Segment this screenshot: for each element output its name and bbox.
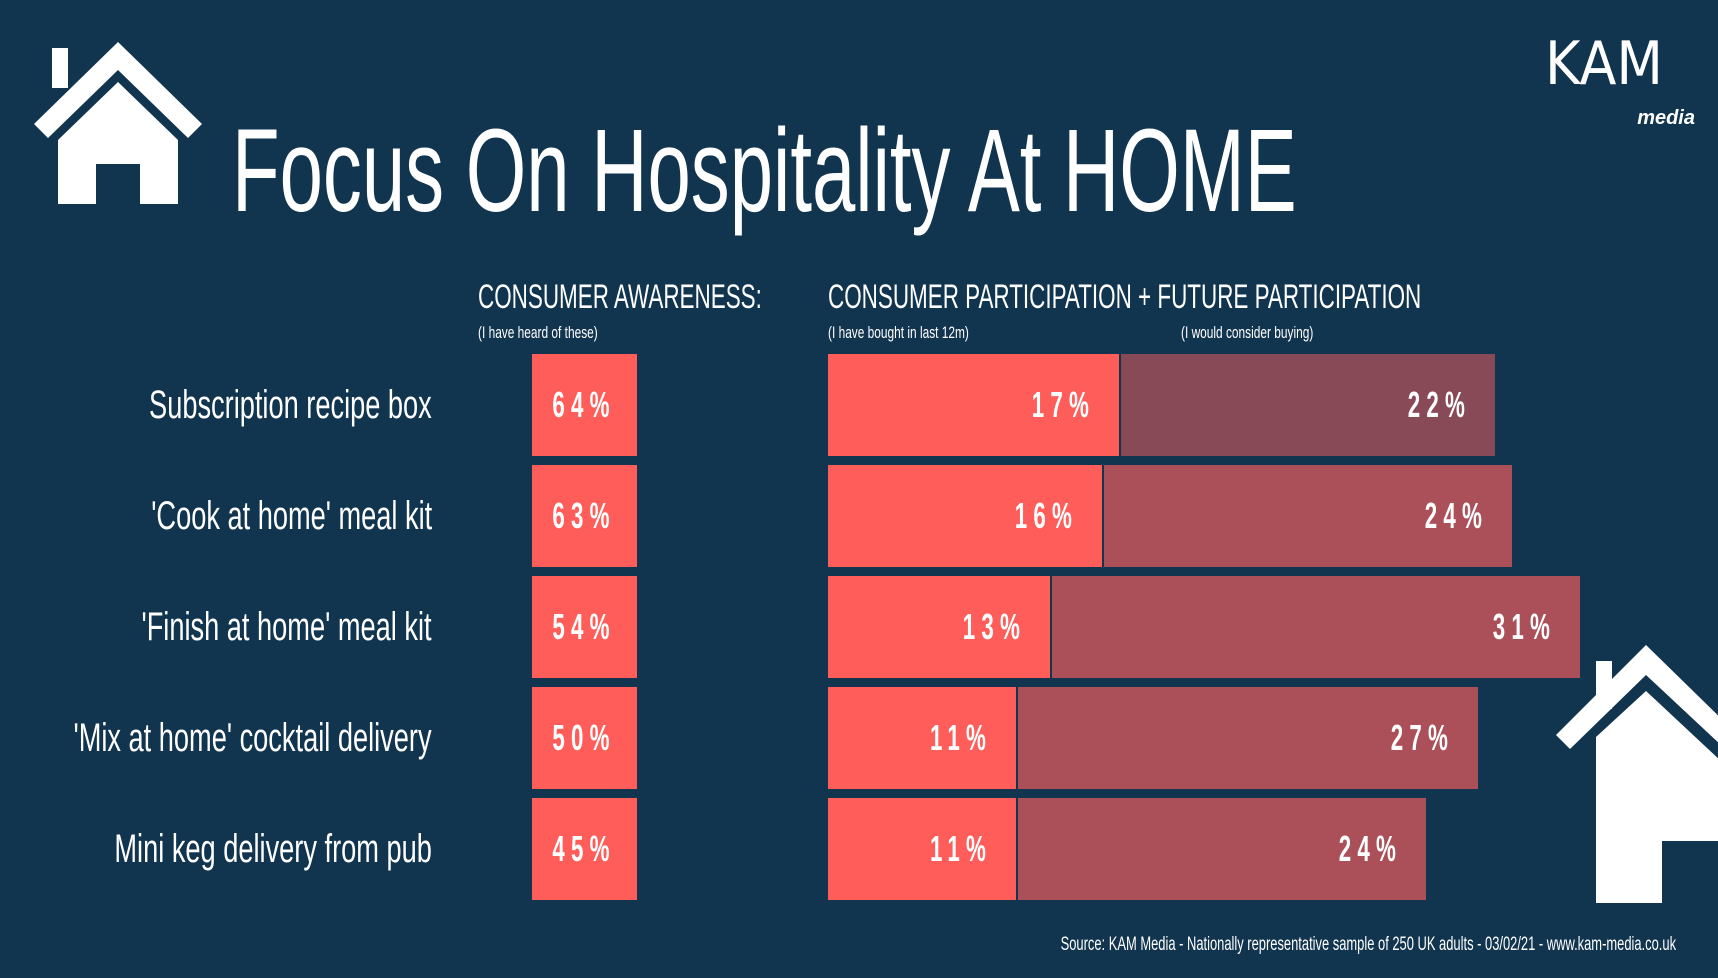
participation-header: CONSUMER PARTICIPATION + FUTURE PARTICIP… — [828, 278, 1422, 316]
category-label-text: 'Finish at home' meal kit — [141, 604, 432, 649]
house-icon — [1556, 645, 1718, 903]
category-label: 'Cook at home' meal kit — [19, 465, 432, 567]
category-label-text: Mini keg delivery from pub — [114, 826, 432, 871]
participation-bar-label: 11% — [930, 717, 993, 758]
category-label: 'Finish at home' meal kit — [5, 576, 432, 678]
category-label-text: Subscription recipe box — [149, 382, 432, 427]
participation-bar-label: 13% — [963, 606, 1027, 647]
awareness-header: CONSUMER AWARENESS: — [478, 278, 762, 316]
participation-bar: 11% — [828, 687, 1017, 789]
awareness-subheader: (I have heard of these) — [478, 323, 598, 342]
category-label-text: 'Cook at home' meal kit — [151, 493, 432, 538]
house-icon — [34, 42, 202, 204]
participation-bar: 13% — [828, 576, 1051, 678]
category-label: 'Mix at home' cocktail delivery — [0, 687, 432, 789]
participation-bar: 11% — [828, 798, 1017, 900]
awareness-bar: 64% — [532, 354, 637, 456]
awareness-bar: 63% — [532, 465, 637, 567]
future-participation-bar-label: 27% — [1390, 717, 1454, 758]
source-footer: Source: KAM Media - Nationally represent… — [1060, 934, 1676, 955]
awareness-bar-label: 63% — [552, 495, 617, 536]
awareness-bar-label: 45% — [552, 828, 617, 869]
future-subheader: (I would consider buying) — [1181, 323, 1314, 342]
awareness-bar: 45% — [532, 798, 637, 900]
category-label-text: 'Mix at home' cocktail delivery — [73, 715, 432, 760]
awareness-bar-label: 54% — [552, 606, 617, 647]
kam-media-logo: KAM media — [1545, 34, 1705, 134]
category-label: Subscription recipe box — [16, 354, 432, 456]
logo-sub: media — [1637, 107, 1695, 129]
participation-bar: 17% — [828, 354, 1119, 456]
category-label: Mini keg delivery from pub — [0, 798, 432, 900]
awareness-bar-label: 50% — [552, 717, 617, 758]
awareness-bar-label: 64% — [552, 384, 617, 425]
participation-bar-label: 16% — [1014, 495, 1078, 536]
participation-subheader: (I have bought in last 12m) — [828, 323, 969, 342]
future-participation-bar: 24% — [1018, 798, 1427, 900]
future-participation-bar-label: 22% — [1407, 384, 1471, 425]
participation-bar-label: 17% — [1031, 384, 1095, 425]
future-participation-bar-label: 24% — [1424, 495, 1488, 536]
logo-main: KAM — [1545, 29, 1663, 99]
future-participation-bar: 31% — [1052, 576, 1581, 678]
awareness-bar: 50% — [532, 687, 637, 789]
future-participation-bar-label: 31% — [1493, 606, 1557, 647]
future-participation-bar: 24% — [1103, 465, 1512, 567]
page-title: Focus On Hospitality At HOME — [232, 105, 1297, 237]
future-participation-bar: 22% — [1120, 354, 1495, 456]
participation-bar: 16% — [828, 465, 1102, 567]
awareness-bar: 54% — [532, 576, 637, 678]
participation-bar-label: 11% — [930, 828, 993, 869]
future-participation-bar-label: 24% — [1339, 828, 1403, 869]
future-participation-bar: 27% — [1018, 687, 1478, 789]
